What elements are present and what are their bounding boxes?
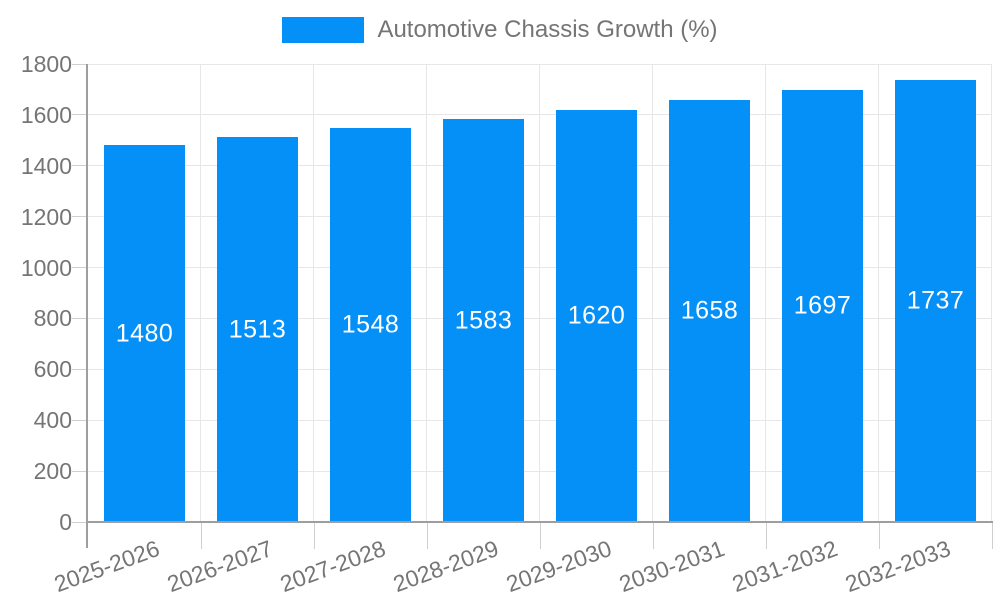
y-axis-label: 1800 [20, 51, 72, 77]
bar-2029-2030[interactable]: 1620 [556, 109, 637, 522]
bar-value-label: 1583 [454, 306, 513, 335]
v-gridline [313, 64, 314, 522]
y-axis-label: 200 [33, 458, 72, 485]
legend-swatch [282, 17, 365, 43]
y-axis-tick [72, 114, 87, 116]
bar-2031-2032[interactable]: 1697 [782, 90, 863, 522]
bar-2025-2026[interactable]: 1480 [104, 145, 185, 522]
bar-value-label: 1697 [793, 291, 852, 320]
x-axis-label: 2031-2032 [728, 535, 841, 598]
h-gridline [88, 114, 992, 116]
y-axis-tick [72, 419, 87, 421]
bar-2028-2029[interactable]: 1583 [443, 119, 524, 522]
v-gridline [539, 64, 540, 522]
y-axis-label: 1000 [20, 254, 72, 281]
bar-2032-2033[interactable]: 1737 [895, 80, 976, 522]
bar-2030-2031[interactable]: 1658 [669, 100, 750, 522]
v-gridline [652, 64, 653, 522]
y-axis-tick [72, 317, 87, 319]
y-axis-tick [72, 368, 87, 370]
h-gridline [88, 216, 992, 218]
x-axis-tick [652, 523, 654, 549]
v-gridline [878, 64, 879, 522]
x-axis-tick [200, 523, 202, 549]
bar-value-label: 1737 [906, 286, 965, 315]
x-axis-line [86, 521, 993, 523]
h-gridline [88, 470, 992, 472]
bar-value-label: 1620 [567, 301, 626, 330]
x-axis-tick [878, 523, 880, 549]
x-axis-label: 2025-2026 [50, 535, 163, 598]
x-axis-tick [765, 523, 767, 549]
y-axis-label: 1600 [20, 101, 72, 128]
x-axis-tick [426, 523, 428, 549]
y-axis-tick [72, 216, 87, 218]
legend-label: Automotive Chassis Growth (%) [377, 16, 718, 43]
h-gridline [88, 165, 992, 167]
bar-2026-2027[interactable]: 1513 [217, 137, 298, 522]
v-gridline [991, 64, 992, 522]
v-gridline [426, 64, 427, 522]
y-axis-tick [72, 267, 87, 269]
y-axis-label: 0 [59, 509, 72, 535]
x-axis-label: 2032-2033 [841, 535, 954, 598]
h-gridline [88, 419, 992, 421]
bar-value-label: 1658 [680, 296, 739, 325]
plot-area: 0 200 400 600 800 1000 1200 1400 1600 1800 1480 202… [21, 51, 993, 597]
v-gridline [200, 64, 201, 522]
y-axis-line [86, 64, 88, 548]
x-axis-tick [539, 523, 541, 549]
x-axis-label: 2027-2028 [276, 535, 389, 598]
legend[interactable]: Automotive Chassis Growth (%) [0, 16, 1000, 44]
h-gridline [88, 317, 992, 319]
bar-value-label: 1480 [115, 319, 174, 348]
v-gridline [765, 64, 766, 522]
y-axis-label: 1400 [20, 152, 72, 179]
x-axis-label: 2029-2030 [502, 535, 615, 598]
y-axis-label: 1200 [20, 203, 72, 230]
y-axis-tick [72, 521, 87, 523]
x-axis-label: 2030-2031 [615, 535, 728, 598]
bar-2027-2028[interactable]: 1548 [330, 128, 411, 522]
x-axis-label: 2028-2029 [389, 535, 502, 598]
x-axis-tick [991, 523, 993, 549]
bar-value-label: 1548 [341, 310, 400, 339]
bar-value-label: 1513 [228, 315, 287, 343]
y-axis-tick [72, 470, 87, 472]
y-axis-label: 800 [33, 305, 72, 332]
x-axis-label: 2026-2027 [163, 535, 276, 598]
h-gridline [88, 368, 992, 370]
h-gridline [88, 267, 992, 269]
y-axis-label: 400 [33, 407, 72, 434]
h-gridline [88, 63, 992, 65]
x-axis-tick [313, 523, 315, 549]
y-axis-tick [72, 63, 87, 65]
y-axis-tick [72, 165, 87, 167]
y-axis-label: 600 [33, 356, 72, 383]
